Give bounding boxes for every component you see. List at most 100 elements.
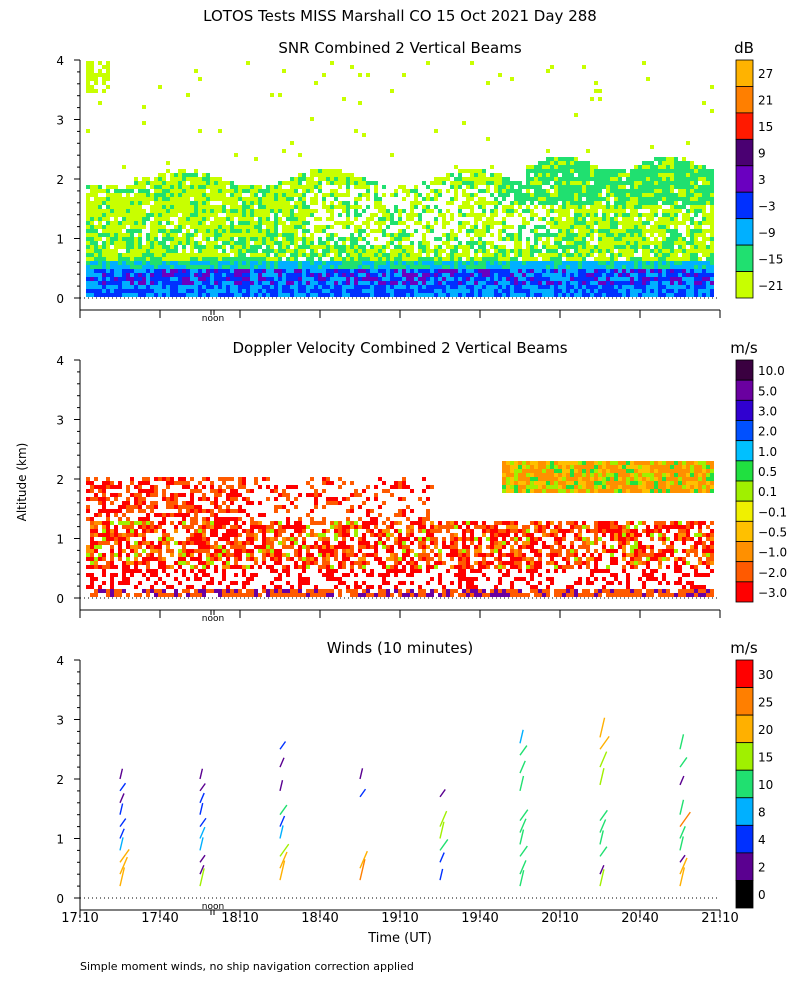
snr-cell (98, 249, 102, 253)
snr-cell (682, 173, 686, 177)
snr-cell (410, 217, 414, 221)
snr-cell (234, 213, 238, 217)
snr-cell (530, 181, 534, 185)
snr-cell (590, 173, 594, 177)
snr-cell (218, 293, 222, 297)
snr-cell (106, 253, 110, 257)
snr-cell (130, 241, 134, 245)
velocity-cell (198, 505, 202, 509)
snr-cell (578, 173, 582, 177)
snr-cell (622, 269, 626, 273)
snr-cell (558, 185, 562, 189)
snr-cell (266, 213, 270, 217)
snr-cell (646, 241, 650, 245)
snr-cell (258, 237, 262, 241)
snr-cell (214, 213, 218, 217)
velocity-cell (218, 489, 222, 493)
snr-cell (94, 249, 98, 253)
velocity-cell (226, 529, 230, 533)
velocity-cell (126, 501, 130, 505)
snr-cell (538, 165, 542, 169)
velocity-cell (218, 537, 222, 541)
snr-cell (254, 193, 258, 197)
snr-cell (262, 189, 266, 193)
snr-cell (142, 285, 146, 289)
snr-cell (678, 197, 682, 201)
snr-cell (374, 285, 378, 289)
snr-cell (482, 245, 486, 249)
snr-cell (150, 257, 154, 261)
snr-cell (158, 285, 162, 289)
velocity-cell (94, 549, 98, 553)
snr-cell (206, 177, 210, 181)
velocity-cell (102, 525, 106, 529)
snr-cell (194, 209, 198, 213)
snr-cell (250, 209, 254, 213)
snr-cell (318, 177, 322, 181)
snr-cell (378, 225, 382, 229)
snr-cell (306, 209, 310, 213)
snr-cell (390, 285, 394, 289)
snr-cell (382, 245, 386, 249)
snr-cell (634, 169, 638, 173)
snr-cell (566, 269, 570, 273)
y-tick-label: 4 (56, 54, 64, 68)
snr-cell (278, 217, 282, 221)
snr-cell (234, 241, 238, 245)
snr-cell (558, 233, 562, 237)
snr-cell (214, 217, 218, 221)
snr-cell (370, 253, 374, 257)
snr-cell (390, 273, 394, 277)
snr-cell (194, 221, 198, 225)
snr-cell (158, 289, 162, 293)
snr-cell (410, 249, 414, 253)
snr-cell (382, 233, 386, 237)
snr-cell (306, 245, 310, 249)
snr-cell (586, 197, 590, 201)
snr-cell (182, 289, 186, 293)
snr-cell (166, 229, 170, 233)
snr-cell (490, 177, 494, 181)
snr-cell (562, 265, 566, 269)
snr-cell (150, 221, 154, 225)
snr-cell (534, 261, 538, 265)
snr-cell (118, 277, 122, 281)
snr-cell (146, 181, 150, 185)
snr-cell (242, 249, 246, 253)
snr-cell (314, 249, 318, 253)
snr-cell (518, 293, 522, 297)
snr-cell (622, 261, 626, 265)
snr-cell (174, 193, 178, 197)
snr-cell (322, 241, 326, 245)
velocity-cell (190, 477, 194, 481)
snr-cell (230, 285, 234, 289)
snr-cell (654, 177, 658, 181)
snr-cell (414, 193, 418, 197)
snr-cell (358, 177, 362, 181)
velocity-cell (186, 485, 190, 489)
snr-cell (518, 197, 522, 201)
snr-cell (450, 229, 454, 233)
velocity-cell (102, 497, 106, 501)
snr-cell (510, 185, 514, 189)
snr-cell (598, 185, 602, 189)
snr-cell (422, 293, 426, 297)
snr-cell (330, 237, 334, 241)
snr-cell (554, 189, 558, 193)
snr-cell (658, 185, 662, 189)
snr-cell (526, 245, 530, 249)
velocity-cell (122, 505, 126, 509)
snr-cell (230, 277, 234, 281)
snr-cell (134, 293, 138, 297)
snr-cell (466, 285, 470, 289)
snr-cell (506, 233, 510, 237)
snr-cell (614, 245, 618, 249)
snr-cell (310, 289, 314, 293)
velocity-cell (222, 561, 226, 565)
velocity-cell (126, 569, 130, 573)
snr-cell (606, 273, 610, 277)
snr-cell (274, 225, 278, 229)
snr-cell (670, 161, 674, 165)
snr-cell (170, 293, 174, 297)
snr-cell (654, 197, 658, 201)
